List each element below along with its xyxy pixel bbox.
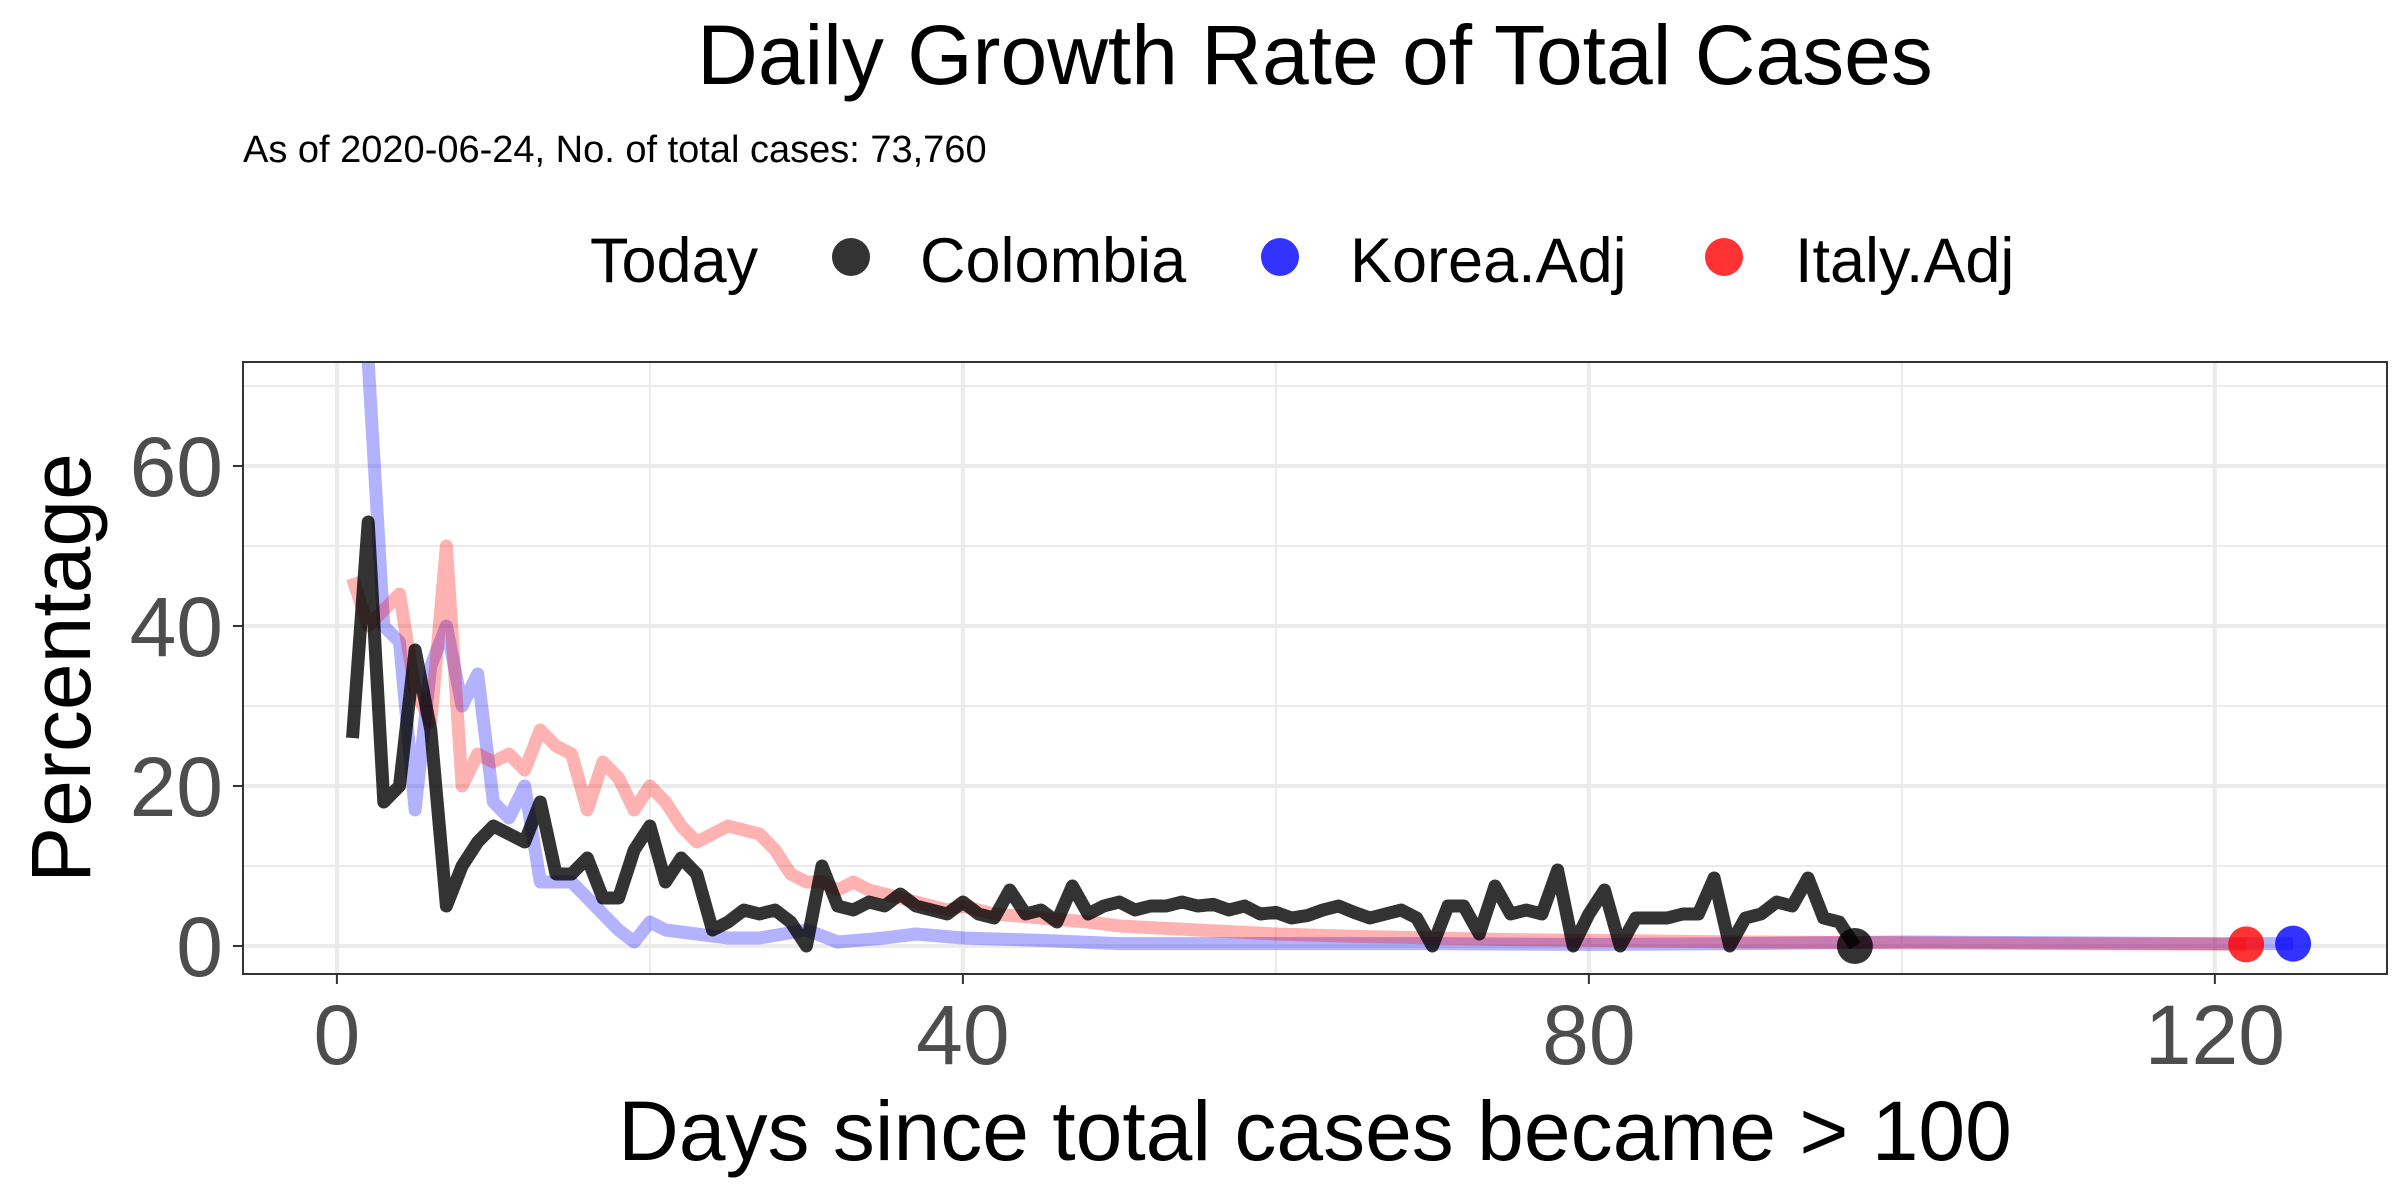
x-axis: 0 40 80 120	[314, 974, 2285, 1082]
x-tick-label: 40	[916, 988, 1009, 1082]
plot-border	[242, 361, 2388, 975]
chart-title: Daily Growth Rate of Total Cases	[697, 8, 1933, 102]
legend-label-colombia: Colombia	[920, 226, 1187, 296]
series-line-italy-adj	[346, 539, 2247, 951]
legend-label-korea-adj: Korea.Adj	[1350, 226, 1627, 296]
x-tick-label: 120	[2145, 988, 2285, 1082]
y-axis: 0 20 40 60	[130, 420, 243, 994]
chart-subtitle: As of 2020-06-24, No. of total cases: 73…	[243, 129, 987, 171]
y-tick-label: 60	[130, 420, 223, 514]
legend-key-colombia	[832, 238, 870, 276]
plot-area	[242, 361, 2388, 975]
x-axis-title: Days since total cases became > 100	[618, 1084, 2012, 1178]
series-line-colombia	[346, 515, 1861, 953]
x-tick-label: 0	[314, 988, 361, 1082]
legend-title: Today	[590, 226, 759, 296]
today-marker-colombia	[1836, 928, 1873, 964]
y-tick-label: 20	[130, 740, 223, 834]
x-tick-label: 80	[1542, 988, 1635, 1082]
legend-key-korea-adj	[1261, 238, 1299, 276]
series-line-korea-adj	[361, 362, 2294, 951]
legend-key-italy-adj	[1705, 238, 1743, 276]
y-axis-title: Percentage	[14, 453, 108, 883]
legend-label-italy-adj: Italy.Adj	[1795, 226, 2014, 296]
today-marker-korea-adj	[2275, 925, 2312, 962]
y-tick-label: 40	[130, 580, 223, 674]
y-tick-label: 0	[176, 900, 223, 994]
today-marker-italy-adj	[2228, 926, 2265, 963]
legend: Today Colombia Korea.Adj Italy.Adj	[590, 226, 2014, 296]
